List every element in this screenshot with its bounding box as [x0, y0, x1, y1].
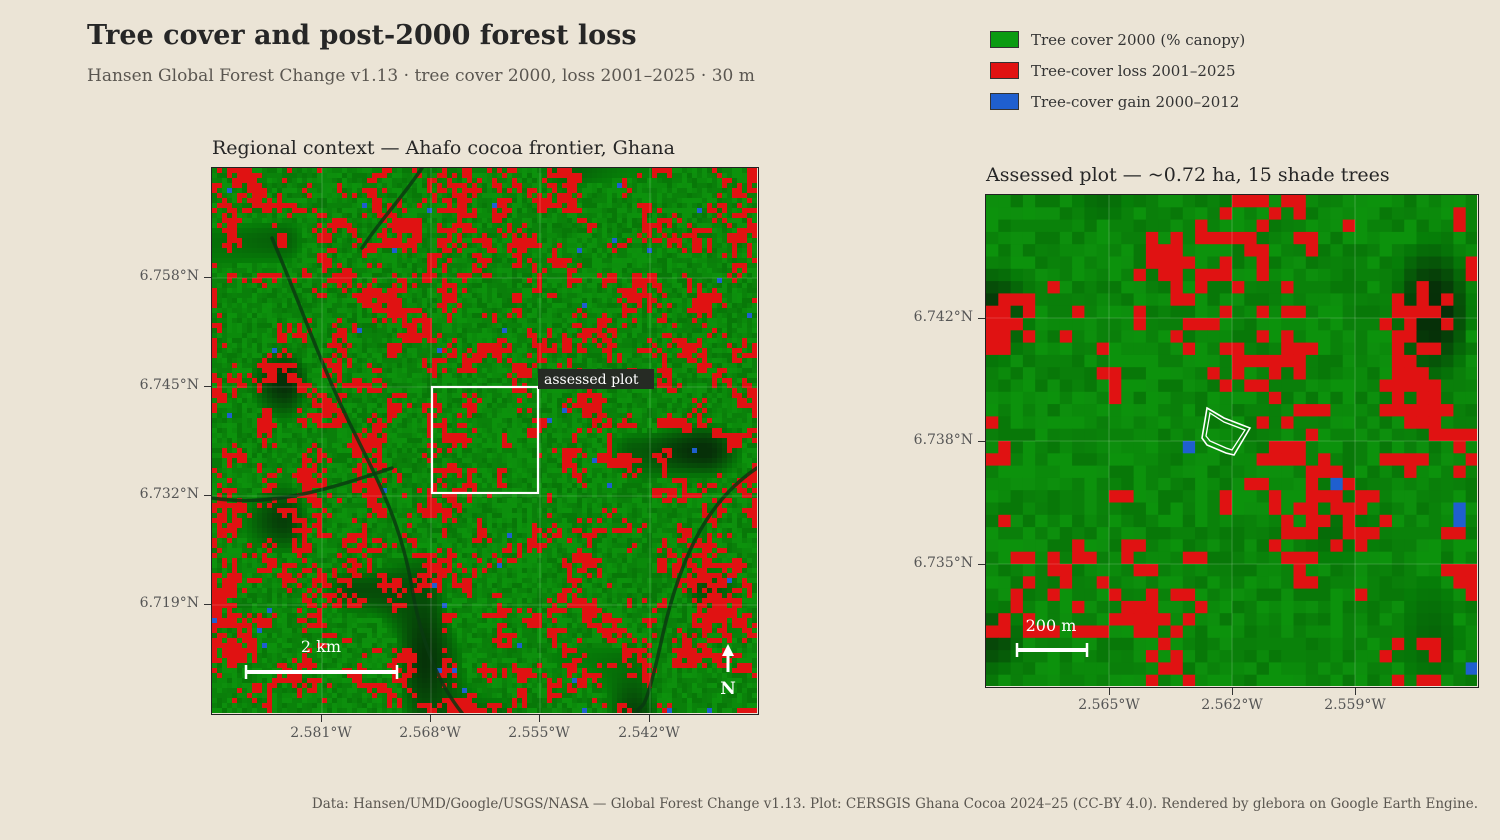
plot-raster [986, 195, 1477, 686]
plot-lat-tickmark [978, 564, 985, 565]
regional-lon-tick: 2.555°W [508, 725, 570, 741]
north-label: N [720, 679, 736, 699]
regional-map-title: Regional context — Ahafo cocoa frontier,… [212, 137, 675, 159]
plot-map-title: Assessed plot — ~0.72 ha, 15 shade trees [986, 164, 1390, 186]
north-arrow: N [720, 644, 736, 699]
plot-lat-tick: 6.738°N [913, 432, 973, 448]
regional-lon-tick: 2.568°W [399, 725, 461, 741]
plot-lon-tick: 2.565°W [1078, 697, 1140, 713]
plot-lat-tick: 6.742°N [913, 309, 973, 325]
plot-lat-tickmark [978, 318, 985, 319]
plot-map[interactable]: 200 m [985, 194, 1479, 688]
regional-map-canvas[interactable]: assessed plot 2 km N [212, 168, 757, 713]
plot-lon-tickmark [1109, 688, 1110, 695]
legend-label-tree-cover: Tree cover 2000 (% canopy) [1031, 30, 1246, 49]
plot-map-canvas[interactable]: 200 m [986, 195, 1477, 686]
assessed-plot-label-bg [538, 369, 654, 389]
legend-item-tree-cover: Tree cover 2000 (% canopy) [990, 24, 1245, 55]
regional-map[interactable]: assessed plot 2 km N [211, 167, 759, 715]
legend: Tree cover 2000 (% canopy) Tree-cover lo… [990, 24, 1245, 117]
legend-item-loss: Tree-cover loss 2001–2025 [990, 55, 1245, 86]
legend-swatch-gain [990, 93, 1019, 110]
regional-scale-label: 2 km [301, 637, 341, 656]
plot-lon-tickmark [1355, 688, 1356, 695]
plot-scale-bar: 200 m [1015, 616, 1089, 657]
plot-scale-label: 200 m [1026, 616, 1077, 635]
regional-lat-tick: 6.745°N [139, 377, 199, 393]
plot-graticule [986, 195, 1477, 686]
map-subtitle: Hansen Global Forest Change v1.13 · tree… [87, 66, 755, 86]
regional-lon-tickmark [430, 715, 431, 722]
legend-label-gain: Tree-cover gain 2000–2012 [1031, 92, 1240, 111]
plot-lon-tick: 2.559°W [1324, 697, 1386, 713]
assessed-plot-label: assessed plot [544, 372, 639, 388]
regional-lat-tickmark [204, 277, 211, 278]
assessed-plot-box[interactable] [430, 385, 540, 495]
plot-boundary-outer[interactable] [1201, 406, 1252, 456]
plot-lat-tick: 6.735°N [913, 555, 973, 571]
regional-lat-tickmark [204, 386, 211, 387]
regional-lat-tickmark [204, 495, 211, 496]
north-arrow-icon [722, 644, 734, 656]
legend-label-loss: Tree-cover loss 2001–2025 [1031, 61, 1236, 80]
regional-lat-tickmark [204, 604, 211, 605]
regional-lat-tick: 6.732°N [139, 486, 199, 502]
map-title: Tree cover and post-2000 forest loss [87, 20, 637, 51]
plot-lon-tickmark [1232, 688, 1233, 695]
regional-raster [212, 168, 757, 713]
regional-lat-tick: 6.719°N [139, 595, 199, 611]
regional-scale-bar: 2 km [244, 637, 399, 679]
regional-lon-tick: 2.581°W [290, 725, 352, 741]
data-attribution: Data: Hansen/UMD/Google/USGS/NASA — Glob… [311, 796, 1478, 812]
plot-boundary-inner [1205, 411, 1246, 451]
legend-item-gain: Tree-cover gain 2000–2012 [990, 86, 1245, 117]
regional-lon-tick: 2.542°W [618, 725, 680, 741]
regional-lon-tickmark [321, 715, 322, 722]
regional-lat-tick: 6.758°N [139, 268, 199, 284]
plot-lat-tickmark [978, 441, 985, 442]
regional-lon-tickmark [649, 715, 650, 722]
legend-swatch-loss [990, 62, 1019, 79]
regional-lon-tickmark [539, 715, 540, 722]
plot-lon-tick: 2.562°W [1201, 697, 1263, 713]
legend-swatch-tree-cover [990, 31, 1019, 48]
